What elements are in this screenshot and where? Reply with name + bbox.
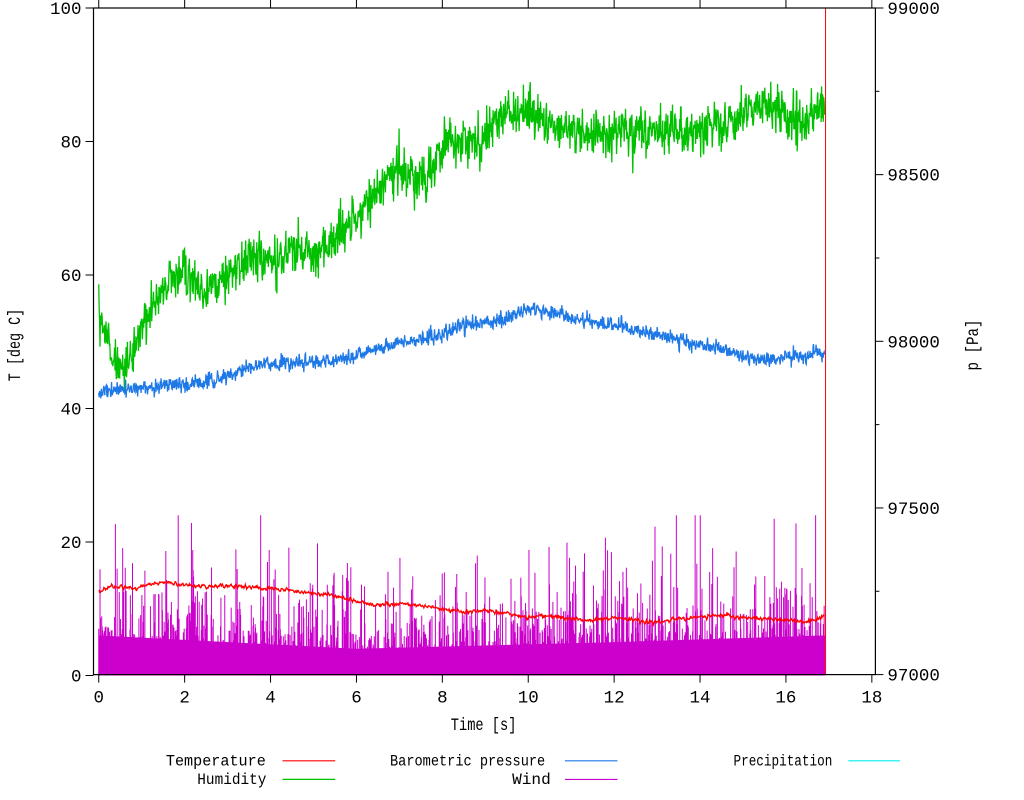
svg-text:Barometric pressure: Barometric pressure — [390, 753, 545, 771]
svg-text:Precipitation: Precipitation — [734, 753, 833, 771]
svg-text:99000: 99000 — [887, 0, 940, 20]
svg-text:80: 80 — [60, 134, 81, 154]
svg-text:10: 10 — [518, 689, 539, 709]
svg-text:60: 60 — [60, 267, 81, 287]
svg-text:97500: 97500 — [887, 500, 940, 520]
svg-text:Temperature: Temperature — [166, 753, 266, 771]
svg-text:100: 100 — [50, 0, 82, 20]
svg-text:2: 2 — [179, 689, 190, 709]
svg-text:20: 20 — [60, 534, 81, 554]
svg-text:97000: 97000 — [887, 667, 940, 687]
svg-text:Time [s]: Time [s] — [451, 716, 517, 736]
svg-text:T [deg C]: T [deg C] — [6, 309, 26, 382]
svg-text:16: 16 — [775, 689, 796, 709]
svg-text:6: 6 — [351, 689, 362, 709]
svg-text:Wind: Wind — [512, 771, 551, 789]
svg-text:8: 8 — [437, 689, 448, 709]
svg-text:Humidity: Humidity — [197, 771, 266, 789]
svg-text:14: 14 — [690, 689, 711, 709]
svg-text:0: 0 — [93, 689, 104, 709]
svg-text:4: 4 — [265, 689, 276, 709]
svg-text:98500: 98500 — [887, 167, 940, 187]
svg-text:12: 12 — [604, 689, 625, 709]
svg-text:40: 40 — [60, 401, 81, 421]
svg-text:98000: 98000 — [887, 333, 940, 353]
svg-text:18: 18 — [861, 689, 882, 709]
svg-text:p [Pa]: p [Pa] — [964, 320, 984, 371]
svg-text:0: 0 — [71, 668, 82, 688]
